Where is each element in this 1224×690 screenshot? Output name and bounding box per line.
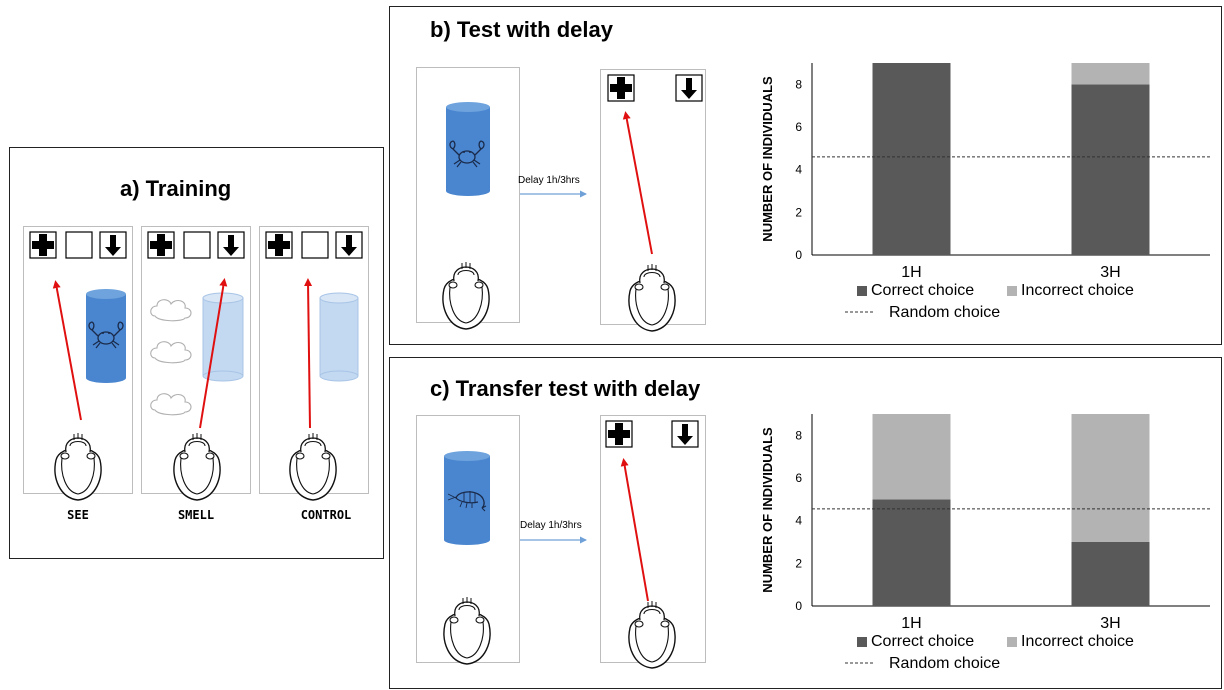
x-tick-label: 3H [1100,264,1120,281]
plus-symbol-icon [29,231,57,259]
cuttlefish-icon [289,432,337,501]
plus-symbol-icon [605,420,633,448]
legend-swatch [1007,637,1017,647]
bar-correct-choice [1071,84,1150,255]
y-tick-label: 0 [795,599,802,613]
choice-arrow [304,278,313,429]
plus-symbol-icon [607,74,635,102]
test-drawing [442,74,703,332]
cuttlefish-icon [54,432,102,501]
down-arrow-symbol-icon [675,74,703,102]
panel-transfer-test-delay: c) Transfer test with delay Delay 1h/3hr… [389,357,1222,689]
blank-symbol-icon [183,231,211,259]
blank-symbol-icon [65,231,93,259]
y-tick-label: 2 [795,205,802,219]
chart-transfer-test-delay: 0 2 4 6 8 NUMBER OF INDIVIDUALS 1H 3H Correct ch… [760,414,1212,672]
cuttlefish-icon [442,261,490,330]
y-tick-label: 4 [795,514,802,528]
panel-training: a) Training [9,147,384,559]
chart-test-delay: 0 2 4 6 8 NUMBER OF INDIVIDUALS 1H 3H Correct ch… [760,63,1212,321]
choice-arrow [622,111,653,255]
lane-label-smell: SMELL [177,508,215,522]
plus-symbol-icon [265,231,293,259]
legend-label: Incorrect choice [1021,633,1134,650]
choice-arrow [199,278,228,429]
cuttlefish-icon [173,432,221,501]
panel-c-title: c) Transfer test with delay [430,376,701,401]
training-drawing [29,231,363,501]
y-axis-label: NUMBER OF INDIVIDUALS [760,427,775,593]
legend-label: Random choice [889,655,1000,672]
transfer-drawing [443,420,699,669]
x-tick-label: 1H [901,615,921,632]
y-axis-label: NUMBER OF INDIVIDUALS [760,76,775,242]
blank-symbol-icon [301,231,329,259]
transparent-cylinder-icon [319,292,359,382]
y-tick-label: 6 [795,471,802,485]
y-tick-label: 8 [795,428,802,442]
bar-correct-choice [872,63,951,255]
legend-swatch [857,286,867,296]
down-arrow-symbol-icon [217,231,245,259]
choice-arrow [52,280,82,421]
odor-cloud-icon [150,299,192,322]
panel-b-title: b) Test with delay [430,17,613,42]
odor-cloud-icon [150,341,192,364]
cuttlefish-icon [628,600,676,669]
y-tick-label: 4 [795,163,802,177]
y-tick-label: 2 [795,556,802,570]
y-tick-label: 6 [795,120,802,134]
y-tick-label: 0 [795,248,802,262]
cuttlefish-icon [628,263,676,332]
cuttlefish-icon [443,596,491,665]
odor-cloud-icon [150,393,192,416]
legend-swatch [1007,286,1017,296]
legend-swatch [857,637,867,647]
lane-label-control: CONTROL [300,508,352,522]
down-arrow-symbol-icon [671,420,699,448]
legend-label: Correct choice [871,633,974,650]
down-arrow-symbol-icon [99,231,127,259]
legend-label: Incorrect choice [1021,282,1134,299]
x-tick-label: 1H [901,264,921,281]
bar-correct-choice [1071,542,1150,606]
panel-test-delay: b) Test with delay Delay 1h/3hrs 0 2 4 6 8 NU… [389,6,1222,345]
legend-label: Correct choice [871,282,974,299]
bar-incorrect-choice [1071,63,1150,85]
legend-label: Random choice [889,304,1000,321]
bar-incorrect-choice [1071,414,1150,542]
lane-label-see: SEE [67,508,89,522]
choice-arrow [620,458,649,602]
prey-cylinder-icon [86,289,126,383]
x-tick-label: 3H [1100,615,1120,632]
y-tick-label: 8 [795,77,802,91]
delay-label: Delay 1h/3hrs [520,520,582,531]
bar-incorrect-choice [872,414,951,500]
down-arrow-symbol-icon [335,231,363,259]
bar-correct-choice [872,499,951,606]
plus-symbol-icon [147,231,175,259]
delay-label: Delay 1h/3hrs [518,175,580,186]
panel-a-title: a) Training [120,176,232,201]
